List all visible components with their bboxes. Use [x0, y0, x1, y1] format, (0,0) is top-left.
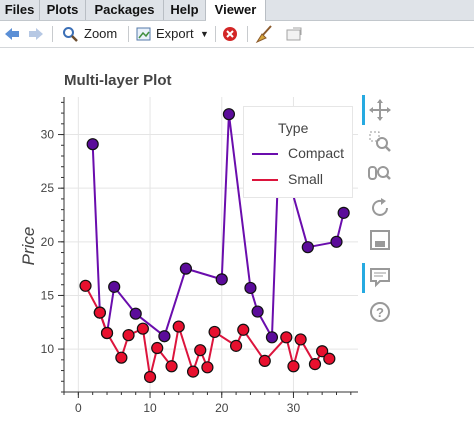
pan-icon[interactable] — [368, 98, 392, 122]
toolbar-divider — [52, 26, 53, 42]
y-axis-label: Price — [19, 227, 38, 266]
data-point-small — [194, 344, 207, 357]
data-point-small — [136, 322, 149, 335]
y-tick-label: 25 — [41, 181, 55, 195]
data-point-compact — [301, 241, 314, 254]
reset-icon[interactable] — [368, 196, 392, 220]
x-tick-label: 30 — [287, 401, 301, 415]
toolbar-divider — [128, 26, 129, 42]
series-layer — [79, 108, 350, 384]
zoom-button[interactable]: Zoom — [60, 24, 124, 44]
data-point-small — [280, 331, 293, 344]
viewer-toolbar: Zoom Export ▼ — [0, 21, 474, 48]
export-image-icon — [136, 26, 152, 42]
data-point-small — [100, 326, 114, 340]
x-tick-label: 10 — [143, 401, 157, 415]
bokeh-toolbar: ? — [362, 95, 396, 335]
magnifier-icon — [62, 26, 78, 42]
x-tick-label: 20 — [215, 401, 229, 415]
axes: 0 10 20 30 10 15 20 25 30 — [41, 97, 358, 415]
wheel-zoom-icon[interactable] — [368, 162, 392, 186]
export-button[interactable]: Export ▼ — [134, 24, 214, 44]
tab-viewer[interactable]: Viewer — [206, 0, 266, 21]
back-arrow-icon[interactable] — [2, 24, 22, 44]
legend-label-small: Small — [288, 171, 324, 187]
data-point-small — [208, 325, 221, 339]
data-point-compact — [251, 305, 264, 318]
y-tick-label: 20 — [41, 235, 55, 249]
legend-title: Type — [278, 120, 309, 136]
data-point-small — [165, 360, 178, 373]
data-point-small — [201, 361, 214, 374]
data-point-compact — [129, 307, 142, 320]
zoom-label: Zoom — [84, 26, 118, 41]
pane-tab-bar: Files Plots Packages Help Viewer — [0, 0, 474, 21]
data-point-small — [143, 370, 157, 384]
popout-window-icon[interactable] — [284, 24, 306, 44]
data-point-small — [186, 365, 200, 378]
y-tick-label: 30 — [41, 128, 55, 142]
legend-item-compact: Compact — [252, 145, 352, 161]
y-tick-label: 10 — [41, 342, 55, 356]
clear-viewer-icon[interactable] — [221, 24, 241, 44]
data-point-small — [237, 323, 250, 336]
data-point-compact — [244, 281, 257, 295]
legend-item-small: Small — [252, 171, 352, 187]
save-icon[interactable] — [368, 228, 392, 252]
data-point-small — [258, 354, 271, 367]
data-point-compact — [330, 235, 343, 248]
data-point-small — [79, 279, 92, 292]
legend-swatch-small — [252, 179, 278, 181]
hover-tooltip-icon[interactable] — [368, 266, 392, 290]
data-point-compact — [108, 280, 121, 293]
legend: Type Compact Small — [243, 106, 353, 198]
data-point-small — [323, 352, 336, 365]
data-point-compact — [158, 330, 171, 343]
export-label: Export — [156, 26, 194, 41]
plot-title: Multi-layer Plot — [64, 72, 172, 89]
data-point-small — [316, 345, 329, 358]
toolbar-divider — [247, 26, 248, 42]
active-tool-indicator — [362, 263, 365, 293]
legend-swatch-compact — [252, 153, 278, 155]
forward-arrow-icon[interactable] — [26, 24, 46, 44]
data-point-small — [172, 320, 185, 333]
data-point-small — [93, 306, 106, 319]
legend-label-compact: Compact — [288, 145, 345, 161]
chevron-down-icon: ▼ — [200, 29, 209, 39]
active-tool-indicator — [362, 95, 365, 125]
tab-plots[interactable]: Plots — [40, 0, 86, 20]
toolbar-divider — [215, 26, 216, 42]
tab-help[interactable]: Help — [164, 0, 206, 20]
broom-icon[interactable] — [254, 24, 276, 44]
svg-text:?: ? — [376, 305, 384, 320]
data-point-compact — [179, 262, 193, 275]
tab-packages[interactable]: Packages — [86, 0, 164, 20]
tab-files[interactable]: Files — [0, 0, 40, 20]
data-point-small — [151, 341, 164, 355]
x-tick-label: 0 — [75, 401, 82, 415]
data-point-compact — [222, 108, 236, 121]
box-zoom-icon[interactable] — [368, 130, 392, 154]
data-point-compact — [265, 331, 279, 344]
data-point-small — [308, 358, 322, 371]
data-point-small — [229, 339, 243, 352]
data-point-compact — [215, 273, 228, 286]
data-point-small — [287, 360, 300, 373]
data-point-compact — [337, 206, 350, 219]
data-point-compact — [86, 138, 99, 151]
data-point-small — [294, 333, 307, 346]
data-point-small — [122, 329, 135, 342]
y-tick-label: 15 — [41, 288, 55, 302]
data-point-small — [115, 351, 128, 364]
help-icon[interactable]: ? — [368, 300, 392, 324]
